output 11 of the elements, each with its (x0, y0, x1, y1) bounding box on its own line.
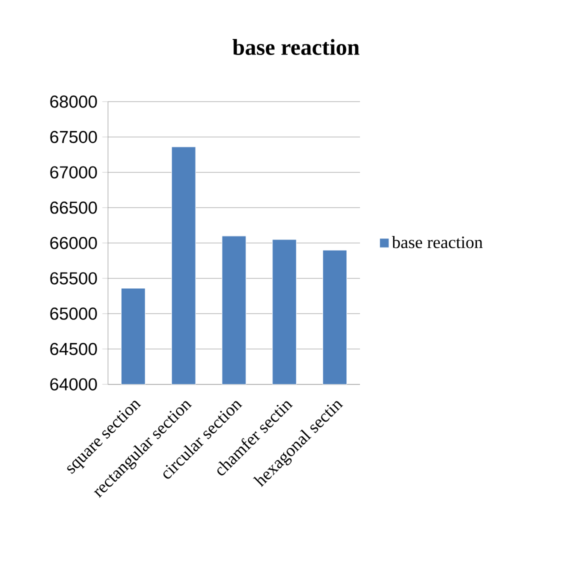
y-tick-label: 64000 (50, 378, 97, 390)
y-tick-label: 67500 (50, 130, 97, 144)
y-tick-label: 65500 (50, 272, 97, 284)
y-tick-label: 66000 (50, 236, 97, 250)
legend-label: base reaction (392, 236, 483, 248)
y-tick-label: 66500 (50, 202, 97, 214)
y-tick-label: 68000 (50, 96, 97, 108)
y-tick-label: 65000 (50, 308, 97, 320)
y-tick-label: 67000 (50, 166, 97, 178)
y-tick-label: 64500 (50, 342, 97, 356)
chart-title: base reaction (232, 39, 360, 55)
